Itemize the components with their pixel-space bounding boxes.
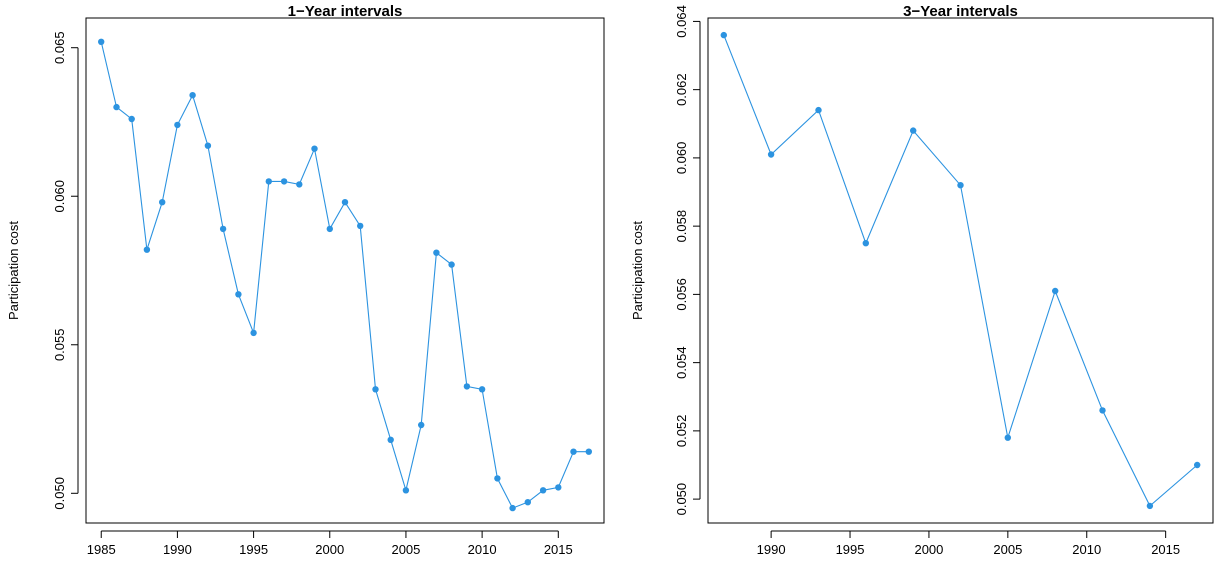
x-tick-label: 2000 [315,542,344,557]
data-point [1146,502,1154,510]
y-tick-label: 0.062 [674,73,689,106]
data-point [174,121,181,129]
data-point [189,92,196,99]
y-tick-label: 0.055 [52,328,67,361]
data-point [250,329,257,337]
data-point [585,448,592,455]
data-point [341,199,349,206]
x-tick-label: 2000 [914,542,943,557]
x-tick-label: 2005 [391,542,420,557]
data-point [98,38,105,45]
y-tick-label: 0.056 [674,278,689,311]
panel-1: 1−Year intervals Participation cost 1985 19… [6,3,605,557]
data-point [128,115,135,123]
y-tick-label: 0.064 [674,5,689,38]
data-point [433,249,440,256]
data-point [372,386,379,393]
data-point [720,31,727,39]
data-point [448,261,455,268]
y-tick-label: 0.060 [52,180,67,213]
y-axis-label: Participation cost [6,221,21,320]
data-point [357,222,364,230]
data-point [113,103,120,111]
chart-title: 1−Year intervals [288,3,403,20]
data-point [957,182,964,189]
x-tick-label: 1990 [163,542,192,557]
data-point [910,127,917,134]
data-point [387,436,394,443]
x-tick-label: 1995 [239,542,268,557]
data-point [1004,434,1011,441]
y-tick-label: 0.052 [674,415,689,448]
data-point [296,181,303,188]
data-point [326,225,333,233]
series-line [100,41,589,509]
data-point [265,178,272,185]
data-point [219,225,227,233]
data-point [159,199,166,206]
y-tick-label: 0.065 [52,31,67,64]
data-point [1099,407,1106,414]
plot-frame [85,17,605,524]
data-point [509,504,516,512]
chart-title: 3−Year intervals [903,3,1018,20]
data-point [862,240,869,247]
x-tick-label: 2015 [544,542,573,557]
data-point [767,151,775,158]
y-tick-label: 0.058 [674,210,689,243]
data-point [524,499,531,506]
series-line [723,34,1198,507]
data-point [402,487,410,494]
y-axis-label: Participation cost [630,221,645,320]
data-point [815,106,822,114]
data-point [143,246,151,253]
data-point [478,386,486,393]
plot-frame [707,17,1214,524]
y-tick-label: 0.050 [674,483,689,516]
y-tick-label: 0.060 [674,142,689,175]
data-point [1194,461,1201,469]
data-point [204,142,212,149]
data-point [280,178,288,185]
y-tick-label: 0.050 [52,477,67,510]
data-point [555,484,562,491]
y-tick-label: 0.054 [674,346,689,379]
data-point [418,421,425,429]
data-point [570,448,577,455]
data-point [494,475,501,482]
data-point [235,291,242,298]
data-point [463,383,471,390]
x-tick-label: 2005 [993,542,1022,557]
x-tick-label: 1985 [87,542,116,557]
x-tick-label: 1990 [757,542,786,557]
x-tick-label: 2010 [468,542,497,557]
data-point [539,487,547,494]
x-tick-label: 1995 [836,542,865,557]
data-point [311,145,318,152]
panel-2: 3−Year intervals Participation cost 1990 19… [630,3,1214,557]
x-tick-label: 2010 [1072,542,1101,557]
x-tick-label: 2015 [1151,542,1180,557]
data-point [1052,287,1059,295]
